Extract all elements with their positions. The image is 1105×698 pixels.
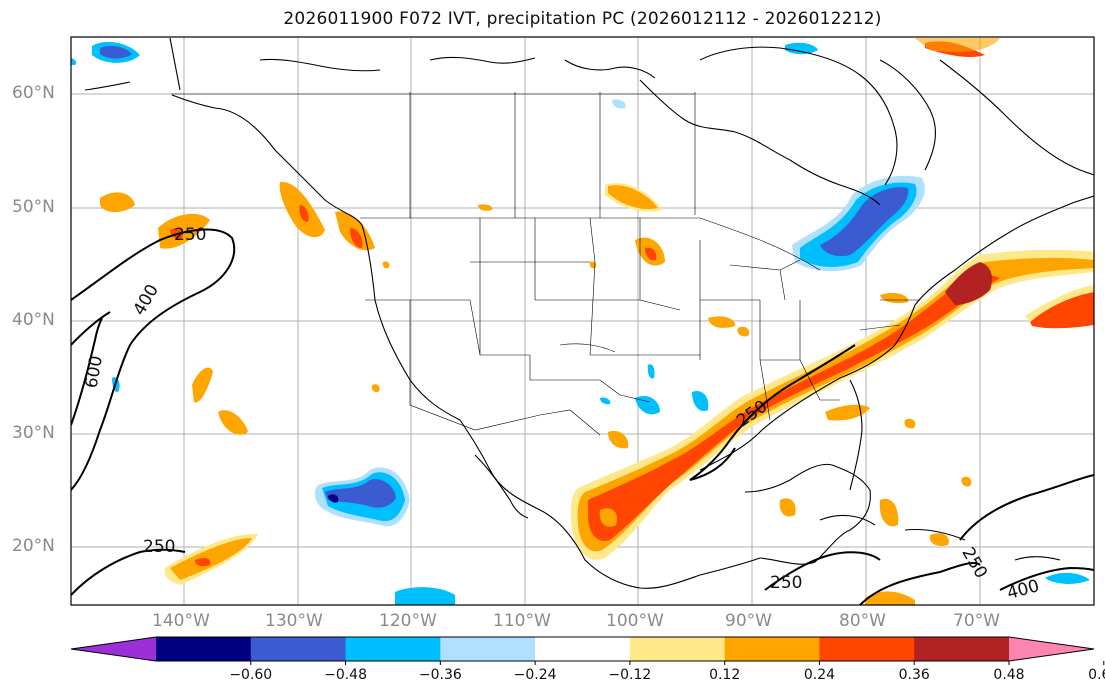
colorbar-segment [819,637,915,661]
contour-label: 250 [770,573,803,593]
contour-label: 250 [143,537,176,557]
lon-label: 80°W [839,611,886,631]
colorbar-tick-label: 0.12 [709,667,741,683]
colorbar-tick-label: 0.48 [993,667,1025,683]
map-content [71,37,1094,605]
colorbar-tick-label: −0.36 [418,667,462,683]
lat-label: 30°N [12,423,55,443]
map-title: 2026011900 F072 IVT, precipitation PC (2… [283,9,882,29]
colorbar-segment [440,637,536,661]
lat-label: 60°N [12,83,55,103]
lon-label: 120°W [379,611,437,631]
ivt-contours [71,228,1094,605]
colorbar-outline [70,636,1095,662]
colorbar [70,636,1105,665]
colorbar-tick-label: 0.24 [803,667,836,683]
precip-shading [71,38,1094,605]
colorbar-tick-label: 0.36 [898,667,930,683]
colorbar-tick-label: −0.24 [513,667,557,683]
lon-label: 110°W [493,611,551,631]
lat-label: 40°N [12,310,55,330]
colorbar-tick-label: −0.60 [229,667,273,683]
colorbar-segment [250,637,347,661]
lon-label: 130°W [265,611,323,631]
map-frame [70,36,1095,606]
lon-label: 140°W [152,611,210,631]
colorbar-segment [156,637,252,661]
colorbar-tick-label: −0.48 [324,667,367,683]
colorbar-extend-max [1009,637,1094,661]
colorbar-segment [914,637,1010,661]
lon-label: 70°W [953,611,1000,631]
colorbar-tick-label: 0.60 [1088,667,1105,683]
contour-label: 250 [174,225,207,245]
boundaries [171,92,920,436]
colorbar-tick-label: −0.12 [608,667,652,683]
colorbar-segment [345,637,441,661]
lat-label: 20°N [12,536,55,556]
lat-label: 50°N [12,197,55,217]
lon-label: 90°W [725,611,772,631]
colorbar-segment [724,637,820,661]
lon-label: 100°W [606,611,664,631]
colorbar-extend-min [71,637,156,661]
colorbar-segment [535,637,631,661]
colorbar-segment [629,637,726,661]
coastlines [84,37,1094,589]
